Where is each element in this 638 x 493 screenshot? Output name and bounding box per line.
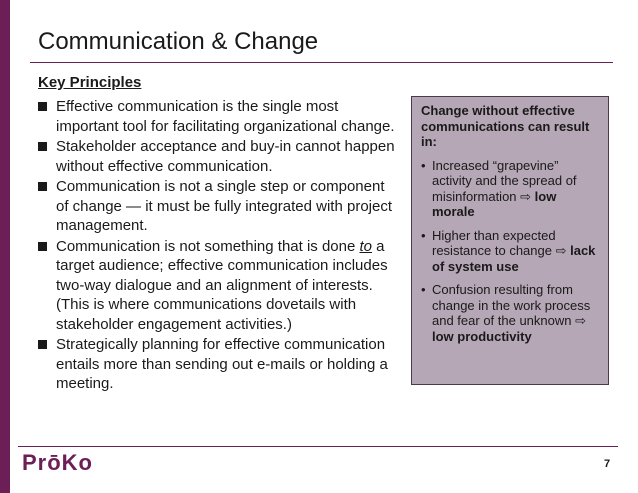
square-bullet-icon bbox=[38, 241, 47, 251]
callout-heading: Change without effective communications … bbox=[421, 103, 590, 149]
bullet-text: Strategically planning for effective com… bbox=[56, 336, 388, 392]
bullet-text: Stakeholder acceptance and buy-in cannot… bbox=[56, 138, 395, 175]
page-number: 7 bbox=[604, 458, 611, 470]
callout-box: Change without effective communications … bbox=[411, 96, 609, 385]
bullet-emphasis: to bbox=[359, 237, 373, 255]
footer-divider bbox=[18, 446, 618, 447]
square-bullet-icon bbox=[38, 142, 47, 151]
bullet-text: Effective communication is the single mo… bbox=[56, 98, 395, 135]
bullet-text-post: a target audience; effective communicati… bbox=[56, 237, 388, 333]
list-item: Stakeholder acceptance and buy-in cannot… bbox=[38, 137, 398, 176]
callout-item-result: low morale bbox=[432, 188, 557, 220]
callout-item-result: low productivity bbox=[432, 328, 532, 344]
bullet-dot-icon: • bbox=[421, 157, 426, 173]
right-arrow-icon: ⇨ bbox=[520, 188, 532, 204]
principles-list: Effective communication is the single mo… bbox=[38, 97, 398, 395]
right-arrow-icon: ⇨ bbox=[555, 243, 567, 258]
bullet-text: Communication is not a single step or co… bbox=[56, 178, 393, 234]
callout-item: • Increased “grapevine” activity and the … bbox=[421, 158, 599, 220]
square-bullet-icon bbox=[38, 102, 47, 111]
key-principles-heading: Key Principles bbox=[38, 74, 142, 91]
title-divider bbox=[30, 62, 613, 63]
callout-item: • Higher than expected resistance to chan… bbox=[421, 228, 599, 275]
list-item: Communication is not something that is d… bbox=[38, 237, 398, 335]
logo-text: PrōKo bbox=[22, 450, 93, 475]
slide-title: Communication & Change bbox=[38, 28, 319, 55]
square-bullet-icon bbox=[38, 182, 47, 191]
callout-list: • Increased “grapevine” activity and the … bbox=[421, 158, 599, 345]
callout-item: • Confusion resulting from change in the … bbox=[421, 282, 599, 344]
callout-item-text: Confusion resulting from change in the w… bbox=[432, 282, 591, 328]
list-item: Effective communication is the single mo… bbox=[38, 97, 398, 136]
accent-bar bbox=[0, 0, 10, 493]
callout-item-result: lack of system use bbox=[432, 243, 596, 274]
square-bullet-icon bbox=[38, 340, 47, 349]
bullet-text-pre: Communication is not something that is d… bbox=[56, 237, 360, 255]
bullet-dot-icon: • bbox=[421, 227, 426, 243]
bullet-dot-icon: • bbox=[421, 282, 426, 297]
list-item: Strategically planning for effective com… bbox=[38, 335, 398, 394]
callout-item-text: Increased “grapevine” activity and the s… bbox=[432, 157, 577, 204]
callout-item-text: Higher than expected resistance to chang… bbox=[432, 227, 556, 259]
list-item: Communication is not a single step or co… bbox=[38, 177, 398, 236]
proko-logo: PrōKo bbox=[22, 450, 93, 476]
right-arrow-icon: ⇨ bbox=[575, 313, 587, 328]
